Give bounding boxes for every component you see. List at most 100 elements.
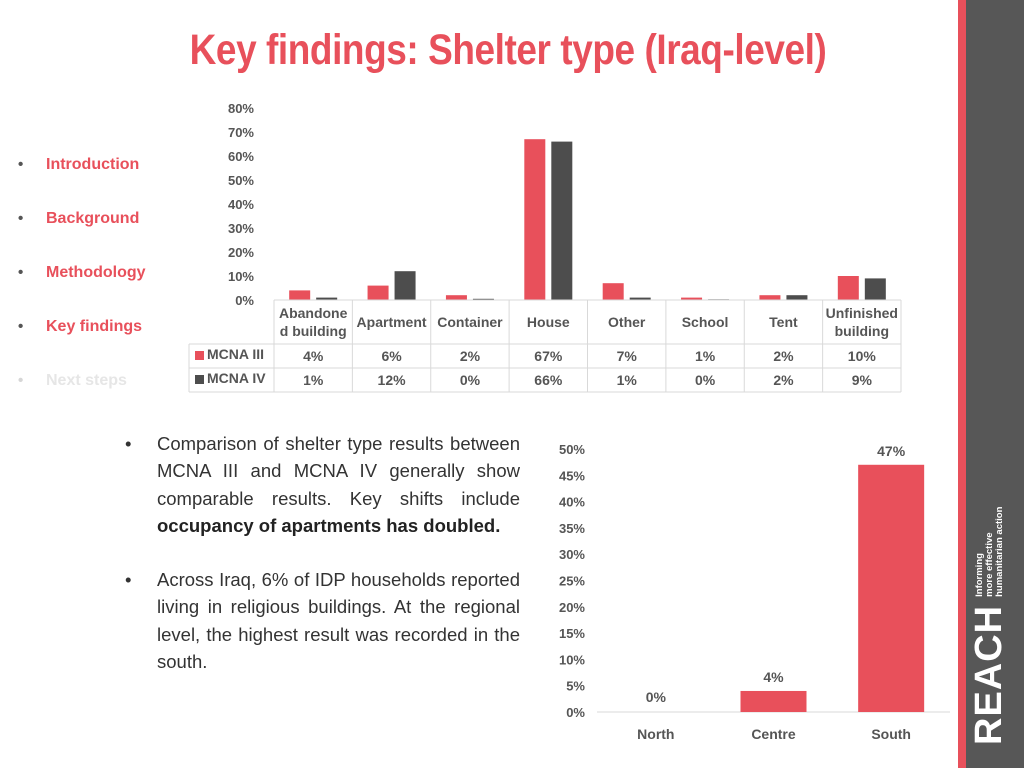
bullet-icon: • — [18, 264, 24, 281]
data-label: 2% — [773, 372, 794, 388]
bar-mcna-iv — [394, 271, 416, 300]
y-tick-label: 10% — [228, 269, 254, 284]
bullet-item: • Across Iraq, 6% of IDP households repo… — [125, 566, 520, 675]
category-label: Centre — [751, 726, 796, 742]
data-label: 47% — [877, 443, 906, 459]
bullet-icon: • — [18, 156, 24, 173]
page-title: Key findings: Shelter type (Iraq-level) — [189, 26, 827, 74]
y-tick-label: 30% — [559, 547, 585, 562]
data-label: 10% — [848, 348, 877, 364]
y-tick-label: 5% — [566, 679, 585, 694]
category-label: Tent — [769, 314, 798, 330]
category-label: Container — [437, 314, 503, 330]
bar-mcna-iii — [445, 295, 467, 300]
nav-item-key-findings[interactable]: • Key findings — [18, 318, 168, 372]
y-tick-label: 25% — [559, 574, 585, 589]
data-label: 0% — [646, 689, 667, 705]
category-label: South — [871, 726, 911, 742]
bullet-icon: • — [18, 210, 24, 227]
data-label: 66% — [534, 372, 563, 388]
y-tick-label: 35% — [559, 521, 585, 536]
category-label: building — [835, 323, 889, 339]
regional-religious-buildings-chart: 0% 5% 10% 15% 20% 25% 30% 35% 40% 45% 50% 0% North 4%… — [559, 442, 950, 742]
data-label: 2% — [773, 348, 794, 364]
bar-mcna-iv — [472, 298, 494, 300]
bar-mcna-iv — [786, 295, 808, 300]
nav-item-label: Methodology — [46, 264, 146, 281]
nav-item-label: Background — [46, 210, 140, 227]
y-tick-label: 30% — [228, 221, 254, 236]
nav-item-methodology[interactable]: • Methodology — [18, 264, 168, 318]
data-label: 1% — [695, 348, 716, 364]
y-tick-label: 60% — [228, 149, 254, 164]
bar-mcna-iii — [602, 283, 624, 300]
bullet-icon: • — [125, 433, 132, 454]
y-tick-label: 45% — [559, 468, 585, 483]
category-label: Abandone — [279, 305, 348, 321]
logo-wordmark: REACH — [968, 604, 1010, 745]
y-tick-label: 15% — [559, 626, 585, 641]
bar-mcna-iii — [759, 295, 781, 300]
y-tick-label: 50% — [559, 442, 585, 457]
data-label: 12% — [378, 372, 407, 388]
bullet-icon: • — [18, 318, 24, 335]
findings-bullets: • Comparison of shelter type results bet… — [125, 430, 520, 702]
brand-sidebar — [958, 0, 1024, 768]
bar-mcna-iii — [367, 285, 389, 300]
bar-mcna-iii — [681, 297, 703, 300]
nav-item-introduction[interactable]: • Introduction — [18, 156, 168, 210]
nav-item-background[interactable]: • Background — [18, 210, 168, 264]
data-label: 4% — [763, 669, 784, 685]
data-label: 6% — [381, 348, 402, 364]
data-label: 2% — [460, 348, 481, 364]
logo-tagline: Informing more effective humanitarian ac… — [973, 506, 1005, 597]
legend-label: MCNA III — [207, 346, 264, 362]
nav-item-label: Next steps — [46, 372, 127, 389]
shelter-type-chart: 0% 10% 20% 30% 40% 50% 60% 70% 80% Abandone d buil… — [188, 101, 902, 393]
bar-centre — [740, 690, 807, 712]
reach-logo: REACH Informing more effective humanitar… — [968, 507, 1011, 745]
bullet-item: • Comparison of shelter type results bet… — [125, 430, 520, 539]
bullet-text: Across Iraq, 6% of IDP households report… — [157, 569, 520, 673]
bar-mcna-iv — [629, 297, 651, 300]
data-label: 1% — [617, 372, 638, 388]
legend-swatch — [195, 375, 204, 384]
legend-swatch — [195, 351, 204, 360]
bar-mcna-iii — [524, 139, 546, 300]
y-tick-label: 20% — [559, 600, 585, 615]
category-label: Unfinished — [826, 305, 898, 321]
bullet-icon: • — [18, 372, 24, 389]
data-label: 1% — [303, 372, 324, 388]
nav-item-label: Introduction — [46, 156, 140, 173]
bar-mcna-iii — [837, 276, 859, 300]
bar-mcna-iv — [551, 141, 573, 300]
y-tick-label: 0% — [235, 293, 254, 308]
y-tick-label: 0% — [566, 705, 585, 720]
category-label: Other — [608, 314, 646, 330]
sidebar-nav: • Introduction • Background • Methodolog… — [18, 156, 168, 426]
data-label: 67% — [534, 348, 563, 364]
y-tick-label: 40% — [228, 197, 254, 212]
bar-mcna-iii — [289, 290, 311, 300]
data-label: 9% — [852, 372, 873, 388]
y-tick-label: 20% — [228, 245, 254, 260]
data-label: 0% — [460, 372, 481, 388]
data-label: 7% — [617, 348, 638, 364]
category-label: House — [527, 314, 570, 330]
nav-item-next-steps[interactable]: • Next steps — [18, 372, 168, 426]
category-label: North — [637, 726, 674, 742]
data-label: 0% — [695, 372, 716, 388]
y-tick-label: 50% — [228, 173, 254, 188]
nav-item-label: Key findings — [46, 318, 143, 335]
bullet-text: Comparison of shelter type results betwe… — [157, 433, 520, 536]
y-tick-label: 80% — [228, 101, 254, 116]
data-label: 4% — [303, 348, 324, 364]
y-tick-label: 40% — [559, 495, 585, 510]
y-tick-label: 70% — [228, 125, 254, 140]
category-label: d building — [280, 323, 347, 339]
bar-mcna-iv — [864, 278, 886, 300]
brand-stripe — [958, 0, 966, 768]
bar-mcna-iv — [316, 297, 338, 300]
legend-label: MCNA IV — [207, 370, 266, 386]
y-tick-label: 10% — [559, 652, 585, 667]
